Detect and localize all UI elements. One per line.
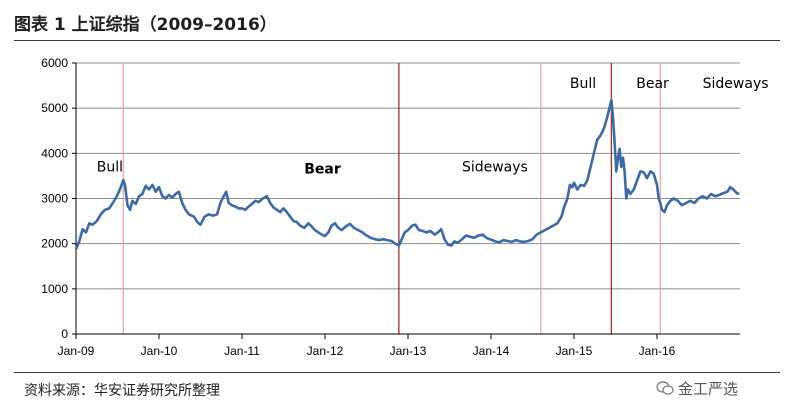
chart-title: 图表 1 上证综指（2009–2016） (14, 15, 277, 35)
grid (76, 62, 740, 290)
source-note: 资料来源：华安证券研究所整理 (24, 383, 220, 399)
x-tick-label: Jan-13 (390, 344, 427, 358)
y-tick-label: 6000 (41, 56, 68, 70)
y-tick-label: 0 (61, 327, 68, 341)
phase-label: Bear (636, 76, 669, 92)
series-line (74, 98, 740, 250)
x-tick-label: Jan-09 (58, 344, 95, 358)
y-tick-label: 5000 (41, 101, 68, 115)
wechat-icon (656, 381, 674, 395)
title-divider (14, 40, 780, 41)
x-tick-label: Jan-14 (473, 344, 510, 358)
y-tick-label: 2000 (41, 237, 68, 251)
x-tick-label: Jan-16 (639, 344, 676, 358)
watermark: 金工严选 (678, 380, 739, 398)
chart-area: 0 1000 2000 3000 4000 5000 6000 Jan-09 Jan-10 Jan… (41, 56, 769, 358)
x-tick-label: Jan-10 (141, 344, 178, 358)
annotations: Bull Bear Sideways Bull Bear Sideways (97, 76, 769, 178)
x-tick-label: Jan-12 (307, 344, 344, 358)
phase-label: Bear (304, 162, 341, 178)
x-tick-label: Jan-15 (556, 344, 593, 358)
y-tick-label: 1000 (41, 282, 68, 296)
y-tick-label: 4000 (41, 146, 68, 160)
footer-divider (14, 372, 780, 373)
phase-label: Sideways (703, 76, 769, 92)
phase-label: Sideways (462, 159, 528, 175)
axes: 0 1000 2000 3000 4000 5000 6000 Jan-09 Jan-10 Jan… (41, 56, 740, 358)
phase-label: Bull (97, 159, 123, 175)
phase-label: Bull (570, 76, 596, 92)
x-tick-label: Jan-11 (224, 344, 260, 358)
series-layer (74, 98, 740, 250)
y-tick-label: 3000 (41, 192, 68, 206)
